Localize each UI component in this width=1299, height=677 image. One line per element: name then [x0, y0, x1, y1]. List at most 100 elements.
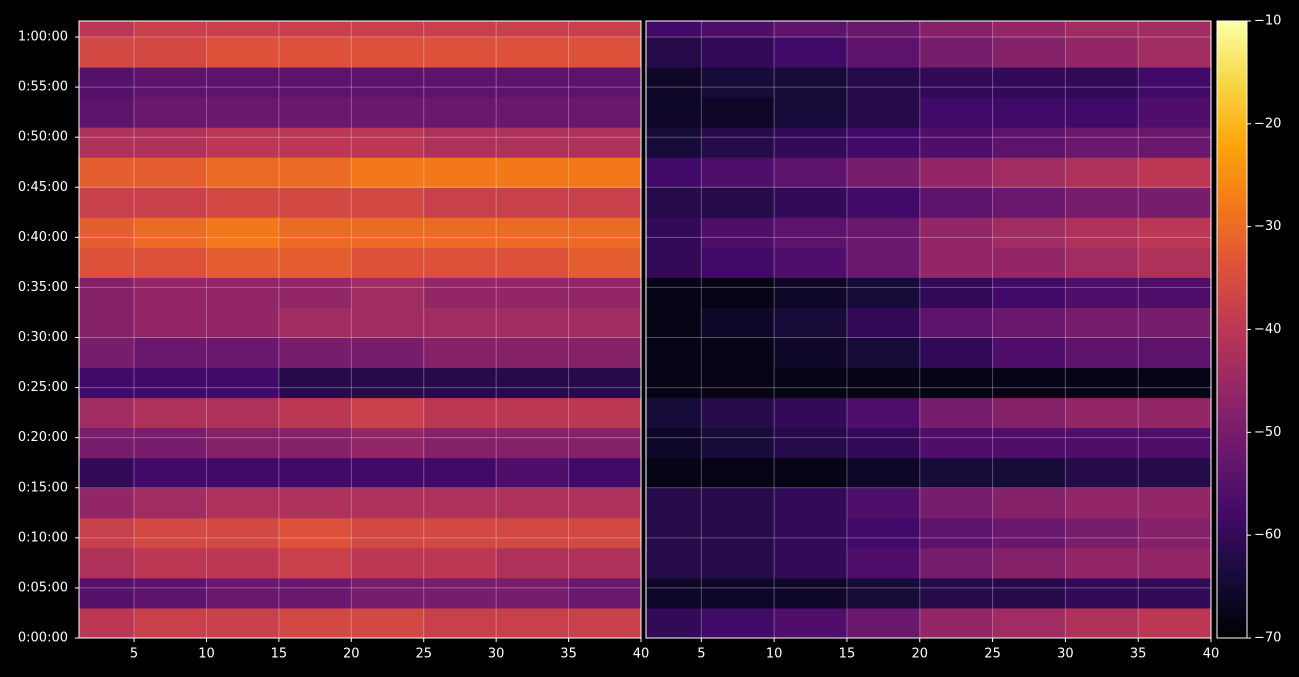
y-tick-label: 0:35:00: [18, 280, 68, 295]
heatmap-cell: [206, 157, 280, 188]
colorbar-tick-label: −40: [1254, 322, 1281, 337]
heatmap-cell: [568, 187, 642, 218]
x-tick-label: 10: [766, 647, 783, 662]
heatmap-cell: [646, 607, 702, 639]
heatmap-cell: [351, 397, 425, 429]
heatmap-cell: [568, 127, 642, 158]
heatmap-cell: [79, 607, 135, 639]
heatmap-cell: [774, 97, 848, 128]
heatmap-cell: [701, 337, 775, 369]
heatmap-cell: [774, 37, 848, 68]
heatmap-cell: [1065, 21, 1139, 38]
heatmap-cell: [278, 607, 352, 639]
heatmap-cell: [423, 67, 497, 98]
heatmap-cell: [351, 307, 425, 339]
heatmap-cell: [701, 247, 775, 278]
heatmap-cell: [134, 217, 207, 248]
heatmap-cell: [351, 187, 425, 218]
heatmap-cell: [846, 67, 921, 98]
heatmap-cell: [701, 367, 775, 399]
heatmap-cell: [568, 21, 642, 38]
x-tick-label: 25: [984, 647, 1001, 662]
heatmap-cell: [496, 577, 570, 609]
heatmap-cell: [79, 97, 135, 128]
x-tick-label: 30: [1057, 647, 1074, 662]
heatmap-cell: [79, 277, 135, 308]
heatmap-cell: [278, 487, 352, 519]
heatmap-cell: [846, 127, 921, 158]
y-tick-label: 0:45:00: [18, 180, 68, 195]
heatmap-cell: [1138, 217, 1212, 248]
heatmap-cell: [79, 397, 135, 429]
heatmap-cell: [646, 397, 702, 429]
heatmap-cell: [423, 607, 497, 639]
heatmap-cell: [1138, 457, 1212, 489]
heatmap-cell: [278, 397, 352, 429]
y-tick-label: 0:05:00: [18, 580, 68, 595]
heatmap-cell: [919, 607, 994, 639]
heatmap-cell: [423, 577, 497, 609]
heatmap-cell: [423, 337, 497, 369]
y-tick-label: 0:00:00: [18, 631, 68, 646]
heatmap-cell: [496, 337, 570, 369]
heatmap-cell: [774, 247, 848, 278]
x-tick-label: 20: [343, 647, 360, 662]
heatmap-cell: [774, 607, 848, 639]
heatmap-cell: [1138, 247, 1212, 278]
heatmap-cell: [134, 457, 207, 489]
heatmap-cell: [774, 307, 848, 339]
heatmap-cell: [206, 337, 280, 369]
heatmap-cell: [701, 21, 775, 38]
heatmap-cell: [206, 517, 280, 549]
heatmap-cell: [278, 37, 352, 68]
heatmap-cell: [646, 277, 702, 308]
heatmap-cell: [568, 217, 642, 248]
heatmap-cell: [1138, 487, 1212, 519]
heatmap-cell: [701, 517, 775, 549]
heatmap-cell: [206, 367, 280, 399]
heatmap-cell: [278, 517, 352, 549]
heatmap-cell: [1065, 67, 1139, 98]
heatmap-cell: [701, 577, 775, 609]
heatmap-cell: [206, 127, 280, 158]
colorbar-tick-label: −20: [1254, 116, 1281, 131]
heatmap-cell: [134, 37, 207, 68]
heatmap-cell: [423, 427, 497, 459]
heatmap-cell: [568, 457, 642, 489]
heatmap-cell: [568, 547, 642, 579]
y-tick-label: 0:20:00: [18, 430, 68, 445]
heatmap-cell: [79, 21, 135, 38]
heatmap-cell: [278, 457, 352, 489]
heatmap-cell: [919, 367, 994, 399]
heatmap-cell: [79, 517, 135, 549]
x-tick-label: 40: [633, 647, 650, 662]
heatmap-cell: [423, 367, 497, 399]
heatmap-cell: [646, 187, 702, 218]
heatmap-cell: [1138, 277, 1212, 308]
x-tick-label: 10: [198, 647, 215, 662]
heatmap-cell: [646, 457, 702, 489]
heatmap-cell: [278, 547, 352, 579]
heatmap-cell: [774, 187, 848, 218]
heatmap-cell: [846, 21, 921, 38]
heatmap-cell: [79, 457, 135, 489]
heatmap-cell: [919, 67, 994, 98]
heatmap-cell: [774, 427, 848, 459]
heatmap-cell: [701, 97, 775, 128]
heatmap-cell: [701, 547, 775, 579]
heatmap-cell: [774, 21, 848, 38]
y-tick-label: 0:50:00: [18, 130, 68, 145]
heatmap-cell: [206, 97, 280, 128]
heatmap-cell: [846, 607, 921, 639]
heatmap-cell: [206, 397, 280, 429]
heatmap-cell: [701, 37, 775, 68]
heatmap-cell: [79, 157, 135, 188]
heatmap-cell: [919, 427, 994, 459]
heatmap-cell: [774, 337, 848, 369]
heatmap-cell: [496, 457, 570, 489]
heatmap-cell: [423, 247, 497, 278]
heatmap-cell: [1138, 97, 1212, 128]
heatmap-cell: [496, 37, 570, 68]
heatmap-cell: [1065, 607, 1139, 639]
heatmap-cell: [568, 307, 642, 339]
